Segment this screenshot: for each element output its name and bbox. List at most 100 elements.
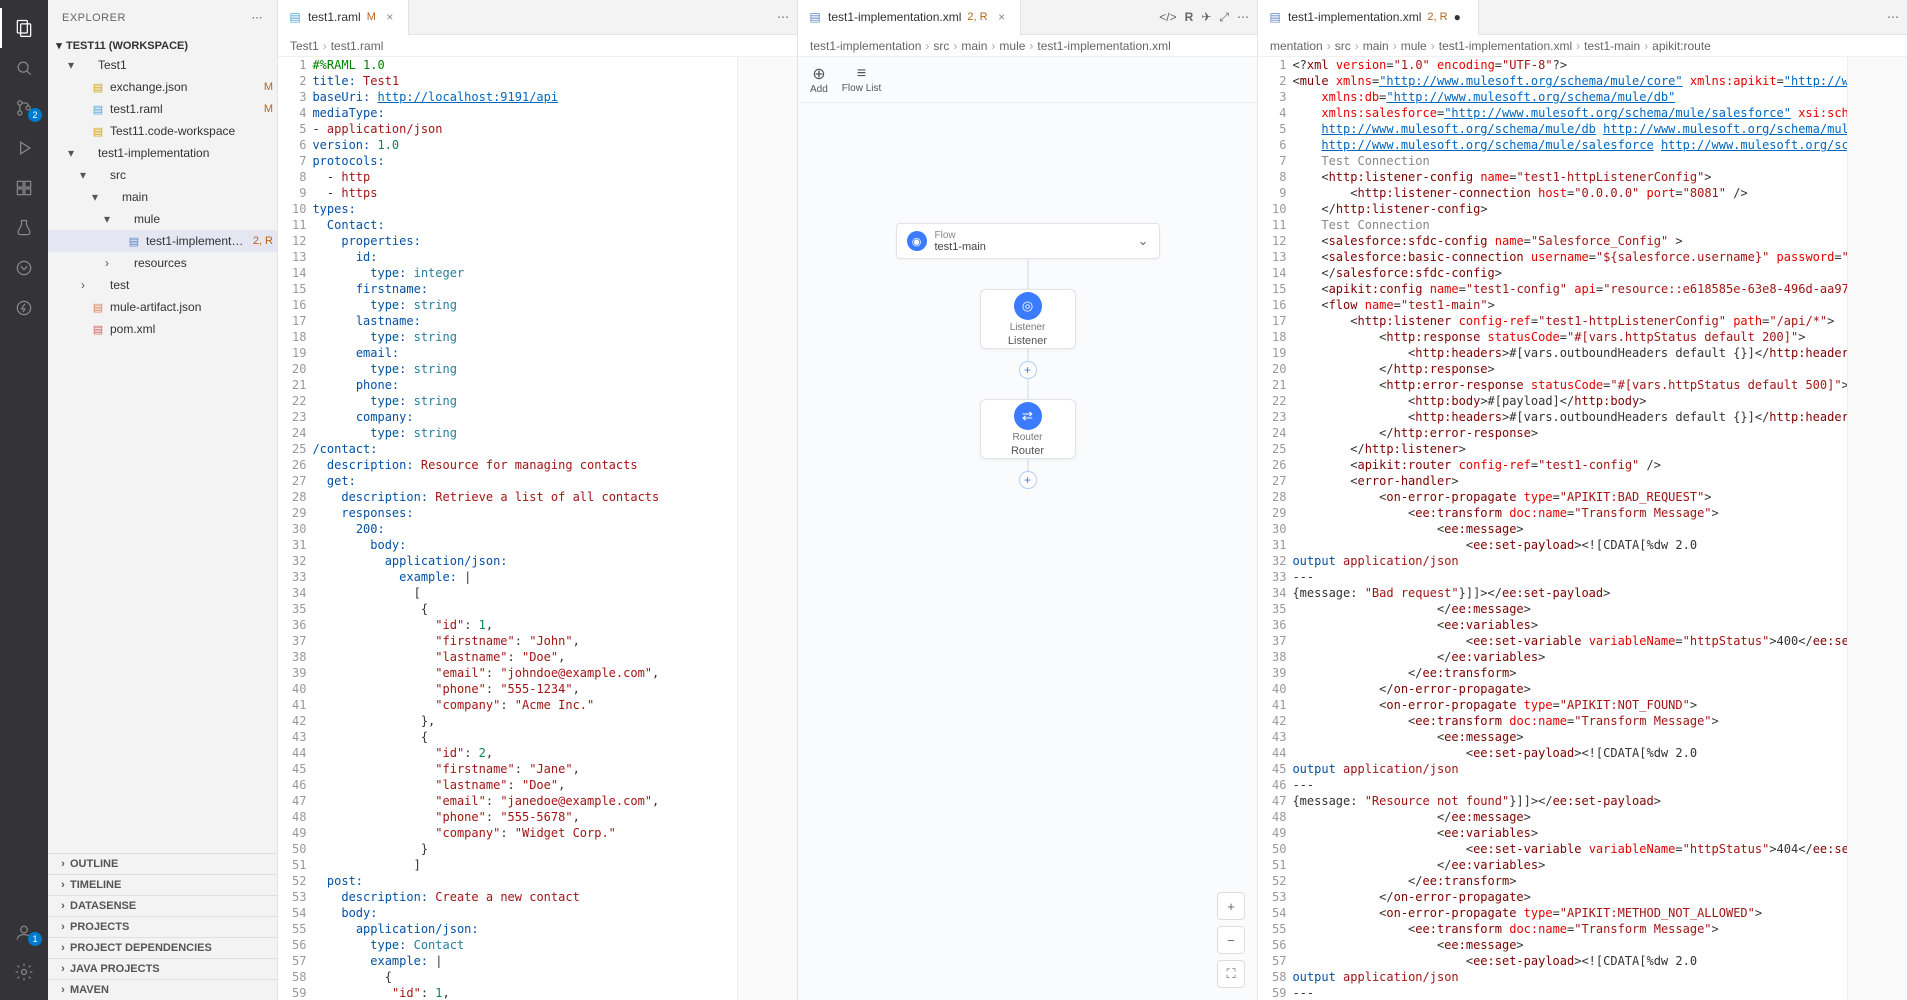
close-icon[interactable]: × bbox=[382, 10, 398, 24]
activity-test-icon[interactable] bbox=[0, 208, 48, 248]
fit-button[interactable]: ⛶ bbox=[1217, 960, 1245, 988]
breadcrumb-item[interactable]: mule bbox=[999, 39, 1025, 53]
activity-extensions-icon[interactable] bbox=[0, 168, 48, 208]
tree-item[interactable]: ▤test1.ramlM bbox=[48, 98, 277, 120]
flow-tool-add[interactable]: ⊕Add bbox=[810, 64, 828, 95]
breadcrumb-item[interactable]: test1.raml bbox=[331, 39, 384, 53]
breadcrumbs[interactable]: test1-implementation›src›main›mule›test1… bbox=[798, 35, 1257, 57]
editor-xml[interactable]: 1234567891011121314151617181920212223242… bbox=[1258, 57, 1907, 1000]
chevron-down-icon[interactable]: ⌄ bbox=[1138, 233, 1149, 249]
breadcrumbs[interactable]: Test1›test1.raml bbox=[278, 35, 797, 57]
breadcrumb-sep: › bbox=[1431, 39, 1435, 53]
breadcrumb-item[interactable]: test1-implementation.xml bbox=[1037, 39, 1170, 53]
breadcrumb-sep: › bbox=[953, 39, 957, 53]
flow-name: test1-main bbox=[935, 241, 986, 253]
tree-item[interactable]: ▤ pom.xml bbox=[48, 318, 277, 340]
close-icon[interactable]: × bbox=[994, 10, 1010, 24]
section-header[interactable]: ›DATASENSE bbox=[48, 895, 277, 916]
more-actions-icon[interactable]: ⋯ bbox=[777, 10, 789, 24]
tab-xml[interactable]: ▤ test1-implementation.xml 2, R ● bbox=[1258, 0, 1479, 35]
activity-scm-icon[interactable]: 2 bbox=[0, 88, 48, 128]
tree-item[interactable]: ▾main bbox=[48, 186, 277, 208]
tab-bar: ▤ test1-implementation.xml 2, R ● ⋯ bbox=[1258, 0, 1907, 35]
breadcrumb-item[interactable]: apikit:route bbox=[1652, 39, 1711, 53]
breadcrumb-item[interactable]: main bbox=[1363, 39, 1389, 53]
refresh-icon[interactable]: R bbox=[1185, 10, 1194, 25]
breadcrumb-item[interactable]: mentation bbox=[1270, 39, 1323, 53]
more-actions-icon[interactable]: ⋯ bbox=[1237, 10, 1249, 25]
editor-raml[interactable]: 1234567891011121314151617181920212223242… bbox=[278, 57, 797, 1000]
activity-run-icon[interactable] bbox=[0, 128, 48, 168]
connector-add[interactable]: + bbox=[1019, 361, 1037, 379]
section-header[interactable]: ›JAVA PROJECTS bbox=[48, 958, 277, 979]
minimap[interactable] bbox=[737, 57, 797, 1000]
section-header[interactable]: ›OUTLINE bbox=[48, 853, 277, 874]
flow-node-listener[interactable]: ◎ Listener Listener bbox=[980, 289, 1076, 349]
json-icon: ▤ bbox=[90, 299, 106, 315]
tree-item-status: M bbox=[264, 81, 273, 93]
activity-settings-icon[interactable] bbox=[0, 952, 48, 992]
breadcrumb-item[interactable]: src bbox=[1335, 39, 1351, 53]
connector-add[interactable]: + bbox=[1019, 471, 1037, 489]
editor-pane-flow: ▤ test1-implementation.xml 2, R × </> R … bbox=[798, 0, 1258, 1000]
tab-title: test1-implementation.xml bbox=[1288, 10, 1421, 24]
breadcrumb-sep: › bbox=[1644, 39, 1648, 53]
minimap[interactable] bbox=[1847, 57, 1907, 1000]
popup-icon[interactable]: ⤢ bbox=[1219, 10, 1229, 25]
tree-item[interactable]: ▾src bbox=[48, 164, 277, 186]
section-header[interactable]: ›PROJECTS bbox=[48, 916, 277, 937]
tab-flow[interactable]: ▤ test1-implementation.xml 2, R × bbox=[798, 0, 1021, 35]
tree-item[interactable]: ›resources bbox=[48, 252, 277, 274]
section-header[interactable]: ›TIMELINE bbox=[48, 874, 277, 895]
more-actions-icon[interactable]: ⋯ bbox=[1887, 10, 1899, 24]
tree-item-label: pom.xml bbox=[110, 322, 273, 336]
activity-explorer-icon[interactable] bbox=[0, 8, 48, 48]
section-header[interactable]: ›PROJECT DEPENDENCIES bbox=[48, 937, 277, 958]
workspace-header[interactable]: ▾ TEST11 (WORKSPACE) bbox=[48, 37, 277, 54]
tree-item[interactable]: ›test bbox=[48, 274, 277, 296]
activity-search-icon[interactable] bbox=[0, 48, 48, 88]
tree-item[interactable]: ▤test1-implementatio...2, R bbox=[48, 230, 277, 252]
folder-icon bbox=[90, 277, 106, 293]
breadcrumb-item[interactable]: main bbox=[961, 39, 987, 53]
explorer-sidebar: EXPLORER ⋯ ▾ TEST11 (WORKSPACE) ▾Test1▤e… bbox=[48, 0, 278, 1000]
breadcrumb-sep: › bbox=[1576, 39, 1580, 53]
tree-item[interactable]: ▤exchange.jsonM bbox=[48, 76, 277, 98]
activity-account-icon[interactable]: 1 bbox=[0, 912, 48, 952]
tab-status: M bbox=[367, 11, 376, 23]
code-icon[interactable]: </> bbox=[1159, 10, 1176, 25]
breadcrumb-item[interactable]: Test1 bbox=[290, 39, 319, 53]
tree-item-status: M bbox=[264, 103, 273, 115]
tree-item[interactable]: ▾Test1 bbox=[48, 54, 277, 76]
activity-power-icon[interactable] bbox=[0, 288, 48, 328]
flow-node-router[interactable]: ⇄ Router Router bbox=[980, 399, 1076, 459]
breadcrumb-item[interactable]: mule bbox=[1401, 39, 1427, 53]
listener-icon: ◎ bbox=[1014, 292, 1042, 320]
tree-item[interactable]: ▤ mule-artifact.json bbox=[48, 296, 277, 318]
breadcrumb-item[interactable]: test1-main bbox=[1584, 39, 1640, 53]
breadcrumb-item[interactable]: test1-implementation bbox=[810, 39, 921, 53]
activity-mule-icon[interactable] bbox=[0, 248, 48, 288]
flow-canvas[interactable]: ◉ Flow test1-main ⌄ ◎ Listener Listener … bbox=[798, 103, 1257, 1000]
zoom-in-button[interactable]: + bbox=[1217, 892, 1245, 920]
tree-item-label: mule-artifact.json bbox=[110, 300, 273, 314]
zoom-out-button[interactable]: − bbox=[1217, 926, 1245, 954]
code-icon: ▤ bbox=[90, 123, 106, 139]
explorer-actions-icon[interactable]: ⋯ bbox=[252, 11, 264, 24]
breadcrumbs[interactable]: mentation›src›main›mule›test1-implementa… bbox=[1258, 35, 1907, 57]
tree-item[interactable]: ▾mule bbox=[48, 208, 277, 230]
flow-icon: ◉ bbox=[907, 231, 927, 251]
send-icon[interactable]: ✈ bbox=[1201, 10, 1211, 25]
flow-tool-list[interactable]: ≡Flow List bbox=[842, 65, 881, 94]
json-icon: ▤ bbox=[90, 79, 106, 95]
tree-item[interactable]: ▾test1-implementation bbox=[48, 142, 277, 164]
xml-icon: ▤ bbox=[90, 321, 106, 337]
flow-header-card[interactable]: ◉ Flow test1-main ⌄ bbox=[896, 223, 1160, 259]
tree-item[interactable]: ▤Test11.code-workspace bbox=[48, 120, 277, 142]
section-header[interactable]: ›MAVEN bbox=[48, 979, 277, 1000]
breadcrumb-item[interactable]: test1-implementation.xml bbox=[1439, 39, 1572, 53]
breadcrumb-sep: › bbox=[991, 39, 995, 53]
tab-raml[interactable]: ▤ test1.raml M × bbox=[278, 0, 409, 35]
breadcrumb-item[interactable]: src bbox=[933, 39, 949, 53]
tree-item-label: test1-implementation bbox=[98, 146, 273, 160]
